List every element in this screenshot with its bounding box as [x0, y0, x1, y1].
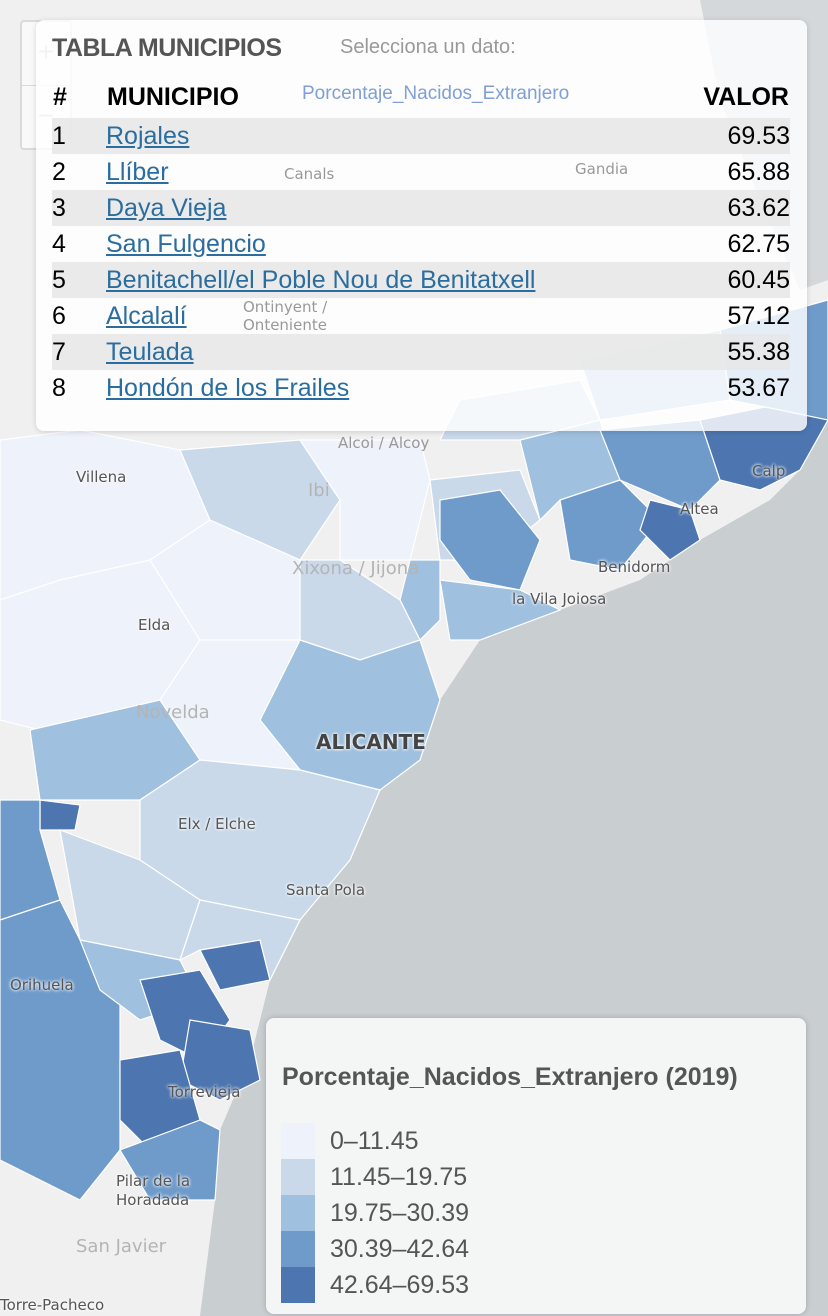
legend-swatch — [281, 1231, 315, 1267]
rank: 1 — [52, 118, 106, 154]
map-label: Novelda — [136, 702, 210, 723]
map-label: Torre-Pacheco — [0, 1296, 105, 1314]
data-selector[interactable]: Porcentaje_Nacidos_Extranjero — [302, 83, 570, 104]
map-label: Onteniente — [243, 316, 327, 334]
legend-item: 0–11.45 — [281, 1123, 469, 1159]
table-row: 6 Alcalalí 57.12 — [52, 298, 790, 334]
municipio-cell: Alcalalí — [106, 298, 703, 334]
map-label: Villena — [76, 468, 127, 486]
legend-item: 19.75–30.39 — [281, 1195, 469, 1231]
table-title: TABLA MUNICIPIOS — [52, 34, 282, 62]
valor: 60.45 — [703, 262, 790, 298]
map-legend: Porcentaje_Nacidos_Extranjero (2019) 0–1… — [266, 1018, 806, 1314]
municipio-link[interactable]: Benitachell/el Poble Nou de Benitatxell — [106, 265, 536, 294]
legend-swatch — [281, 1267, 315, 1303]
municipio-cell: Rojales — [106, 118, 704, 154]
legend-title: Porcentaje_Nacidos_Extranjero (2019) — [282, 1063, 738, 1091]
legend-item: 42.64–69.53 — [281, 1267, 469, 1303]
legend-swatch — [281, 1159, 315, 1195]
municipio-link[interactable]: Alcalalí — [106, 301, 187, 330]
map-label: Gandia — [575, 160, 629, 178]
table-row: 2 Llíber 65.88 — [52, 154, 790, 190]
municipio-cell: Daya Vieja — [106, 190, 704, 226]
table-row: 5 Benitachell/el Poble Nou de Benitatxel… — [52, 262, 790, 298]
legend-swatch — [281, 1123, 315, 1159]
rank: 3 — [52, 190, 106, 226]
map-label: Calp — [752, 462, 786, 480]
municipality-region[interactable] — [439, 579, 562, 641]
valor: 53.67 — [727, 373, 790, 402]
header-valor: VALOR — [703, 82, 789, 111]
map-label: Pilar de la — [116, 1172, 191, 1190]
table-row: 7 Teulada 55.38 — [52, 334, 790, 370]
rank: 6 — [52, 301, 66, 330]
municipality-region[interactable] — [0, 799, 61, 921]
municipios-table-panel: TABLA MUNICIPIOS # MUNICIPIO VALOR 1 Roj… — [36, 20, 807, 431]
legend-swatch — [281, 1195, 315, 1231]
municipio-cell: Benitachell/el Poble Nou de Benitatxell — [106, 262, 704, 298]
municipality-region[interactable] — [639, 499, 701, 561]
legend-label: 42.64–69.53 — [330, 1270, 470, 1299]
map-label: Ibi — [308, 480, 330, 501]
map-label: ALICANTE — [316, 730, 426, 754]
municipio-link[interactable]: Teulada — [106, 337, 194, 366]
header-municipio: MUNICIPIO — [107, 82, 239, 111]
valor: 65.88 — [727, 157, 790, 186]
map-label: Benidorm — [598, 558, 671, 576]
municipio-cell: Hondón de los Frailes — [106, 370, 703, 406]
municipio-link[interactable]: Rojales — [106, 121, 190, 150]
legend-item: 30.39–42.64 — [281, 1231, 469, 1267]
valor: 57.12 — [727, 301, 790, 330]
municipio-cell: Teulada — [106, 334, 704, 370]
rank: 5 — [52, 262, 106, 298]
selector-label: Selecciona un dato: — [340, 36, 516, 58]
map-label: Horadada — [116, 1191, 190, 1209]
map-label: la Vila Joiosa — [512, 590, 607, 608]
map-label: Elx / Elche — [178, 815, 256, 833]
rank: 2 — [52, 157, 66, 186]
map-label: Canals — [284, 165, 335, 183]
municipio-link[interactable]: San Fulgencio — [106, 229, 266, 258]
valor: 62.75 — [727, 229, 790, 258]
table-row: 1 Rojales 69.53 — [52, 118, 790, 154]
municipio-link[interactable]: Llíber — [106, 157, 169, 186]
municipality-region[interactable] — [119, 1119, 221, 1201]
legend-label: 0–11.45 — [330, 1126, 419, 1155]
map-label: San Javier — [76, 1236, 167, 1257]
valor: 69.53 — [703, 118, 790, 154]
municipality-region[interactable] — [39, 799, 81, 831]
map-label: Ontinyent / — [243, 298, 328, 316]
table-row: 3 Daya Vieja 63.62 — [52, 190, 790, 226]
municipality-region[interactable] — [178, 899, 301, 982]
valor: 63.62 — [703, 190, 790, 226]
map-label: Altea — [680, 500, 719, 518]
table-row: 8 Hondón de los Frailes 53.67 — [52, 370, 790, 406]
rank: 8 — [52, 373, 66, 402]
map-label: Santa Pola — [286, 881, 366, 899]
map-label: Orihuela — [10, 976, 74, 994]
legend-label: 19.75–30.39 — [330, 1198, 470, 1227]
municipio-link[interactable]: Daya Vieja — [106, 193, 227, 222]
map-label: Elda — [138, 616, 171, 634]
municipality-region[interactable] — [559, 479, 661, 571]
rank: 7 — [52, 334, 106, 370]
header-rank: # — [53, 82, 67, 111]
legend-label: 11.45–19.75 — [330, 1162, 468, 1191]
legend-label: 30.39–42.64 — [330, 1234, 470, 1263]
map-label: Torrevieja — [168, 1083, 241, 1101]
municipio-cell: San Fulgencio — [106, 226, 703, 262]
municipio-cell: Llíber — [106, 154, 703, 190]
rank: 4 — [52, 229, 66, 258]
legend-item: 11.45–19.75 — [281, 1159, 469, 1195]
table-row: 4 San Fulgencio 62.75 — [52, 226, 790, 262]
map-label: Alcoi / Alcoy — [338, 434, 430, 452]
municipio-link[interactable]: Hondón de los Frailes — [106, 373, 350, 402]
municipality-region[interactable] — [179, 439, 341, 561]
municipios-table: # MUNICIPIO VALOR 1 Rojales 69.53 2 Llíbe… — [52, 76, 790, 406]
valor: 55.38 — [703, 334, 790, 370]
map-label: Xixona / Jijona — [292, 558, 420, 579]
